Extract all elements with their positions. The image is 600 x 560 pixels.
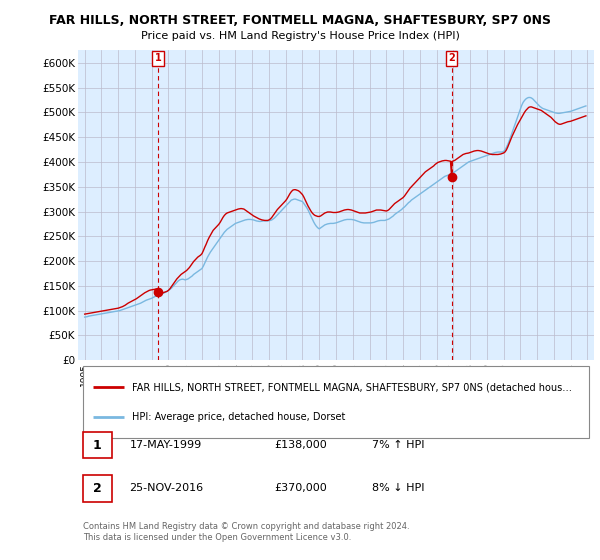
Text: Price paid vs. HM Land Registry's House Price Index (HPI): Price paid vs. HM Land Registry's House … bbox=[140, 31, 460, 41]
Text: 2: 2 bbox=[448, 53, 455, 63]
Text: HPI: Average price, detached house, Dorset: HPI: Average price, detached house, Dors… bbox=[132, 413, 346, 422]
Text: 1: 1 bbox=[155, 53, 161, 63]
Text: 25-NOV-2016: 25-NOV-2016 bbox=[130, 483, 204, 493]
Text: 8% ↓ HPI: 8% ↓ HPI bbox=[372, 483, 425, 493]
Text: Contains HM Land Registry data © Crown copyright and database right 2024.
This d: Contains HM Land Registry data © Crown c… bbox=[83, 522, 410, 542]
FancyBboxPatch shape bbox=[83, 432, 112, 458]
Text: FAR HILLS, NORTH STREET, FONTMELL MAGNA, SHAFTESBURY, SP7 0NS (detached hous…: FAR HILLS, NORTH STREET, FONTMELL MAGNA,… bbox=[132, 382, 572, 393]
Text: 7% ↑ HPI: 7% ↑ HPI bbox=[372, 440, 425, 450]
Text: 1: 1 bbox=[93, 438, 102, 451]
FancyBboxPatch shape bbox=[83, 475, 112, 502]
Text: FAR HILLS, NORTH STREET, FONTMELL MAGNA, SHAFTESBURY, SP7 0NS: FAR HILLS, NORTH STREET, FONTMELL MAGNA,… bbox=[49, 14, 551, 27]
FancyBboxPatch shape bbox=[83, 366, 589, 437]
Text: £370,000: £370,000 bbox=[274, 483, 327, 493]
Text: 2: 2 bbox=[93, 482, 102, 495]
Text: £138,000: £138,000 bbox=[274, 440, 327, 450]
Text: 17-MAY-1999: 17-MAY-1999 bbox=[130, 440, 202, 450]
